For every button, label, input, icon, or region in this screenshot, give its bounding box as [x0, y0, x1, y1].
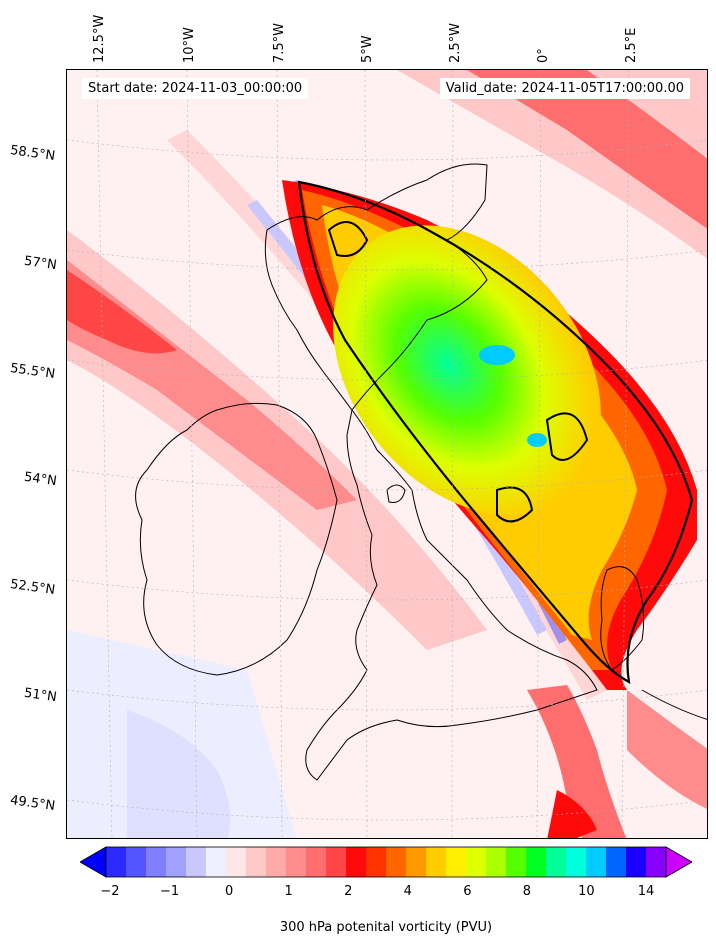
colorbar-tick-label: 4 [403, 884, 412, 899]
pv-colorbar [80, 846, 692, 878]
colorbar-segment [626, 847, 647, 877]
start-date-label: Start date: 2024-11-03_00:00:00 [82, 78, 309, 99]
colorbar-extend-max [665, 846, 692, 878]
pv-band-ne-core [467, 70, 707, 229]
pv-map-panel [66, 69, 708, 839]
lon-label-2-5w: 2.5°W [448, 22, 463, 63]
colorbar-segment [106, 847, 127, 877]
colorbar-segment [286, 847, 307, 877]
continent-coast [641, 689, 707, 720]
colorbar-segment [466, 847, 487, 877]
pv-band-west-core [67, 270, 177, 354]
colorbar-tick-label: 2 [344, 884, 353, 899]
pv-contour-island-3 [496, 486, 534, 523]
lat-label-52-5n: 52.5°N [9, 576, 56, 599]
pv-max-cell-2 [527, 433, 547, 447]
colorbar-segment [346, 847, 367, 877]
colorbar-segment [266, 847, 287, 877]
coastlines [135, 163, 707, 781]
colorbar-tick-label: 0 [224, 884, 234, 899]
pv-contour-island-1 [327, 221, 369, 257]
pv-contour-island-2 [545, 412, 589, 461]
colorbar-segment [526, 847, 547, 877]
colorbar-frame [105, 846, 667, 878]
colorbar-tick-label: −1 [159, 884, 180, 899]
colorbar-segment [606, 847, 627, 877]
colorbar-segment [166, 847, 187, 877]
colorbar-segment [546, 847, 567, 877]
lat-label-58-5n: 58.5°N [9, 142, 56, 165]
england-wales-coast [305, 408, 598, 781]
colorbar-tick-label: 1 [284, 884, 293, 899]
pv-plume-se [627, 690, 707, 810]
low-pv-southwest [67, 630, 297, 838]
pv-plume-south [527, 685, 627, 838]
valid-date-label: Valid_date: 2024-11-05T17:00:00.00 [439, 78, 690, 99]
graticule [67, 70, 707, 838]
lat-label-57n: 57°N [23, 253, 58, 274]
colorbar-tick-label: 8 [522, 884, 532, 899]
lon-label-10w: 10°W [182, 27, 197, 63]
pv-2pvu-contour [297, 180, 694, 685]
colorbar-tick-label: 6 [463, 884, 472, 899]
colorbar-segment [446, 847, 467, 877]
colorbar-segment [426, 847, 447, 877]
colorbar-title: 300 hPa potenital vorticity (PVU) [279, 920, 493, 935]
lon-label-2-5e: 2.5°E [624, 27, 639, 63]
low-pv-streak-1 [247, 200, 547, 635]
colorbar-segment [486, 847, 507, 877]
colorbar-segment [566, 847, 587, 877]
colorbar-segment [246, 847, 267, 877]
lon-label-12-5w: 12.5°W [92, 14, 107, 63]
pv-streak-central [167, 130, 607, 700]
colorbar-tick-label: 14 [637, 884, 655, 899]
colorbar-tick-label: −2 [100, 884, 120, 899]
colorbar-segment [306, 847, 327, 877]
colorbar-segment [506, 847, 527, 877]
lat-label-51n: 51°N [23, 685, 58, 706]
lat-label-54n: 54°N [23, 469, 58, 490]
lat-label-49-5n: 49.5°N [9, 792, 56, 815]
colorbar-segment [386, 847, 407, 877]
lon-label-7-5w: 7.5°W [272, 22, 287, 63]
colorbar-segment [146, 847, 167, 877]
pv-max-cell [479, 345, 515, 365]
scotland-coast [264, 163, 488, 411]
colorbar-tick-label: 10 [578, 884, 595, 899]
colorbar-segment [326, 847, 347, 877]
colorbar-segment [126, 847, 147, 877]
pv-plume-south-core [547, 790, 597, 838]
colorbar-extend-min [80, 846, 107, 878]
colorbar-segment [226, 847, 247, 877]
east-anglia-coast [600, 566, 645, 671]
colorbar-segment [586, 847, 607, 877]
ireland-coast [135, 402, 338, 676]
low-pv-patch-sw [127, 710, 231, 838]
colorbar-segment [366, 847, 387, 877]
lon-label-5w: 5°W [360, 35, 375, 63]
colorbar-segment [646, 847, 667, 877]
isle-of-man-coast [386, 484, 406, 503]
colorbar-segment [406, 847, 427, 877]
lon-label-0: 0° [536, 48, 551, 63]
colorbar-segment [206, 847, 227, 877]
lat-label-55-5n: 55.5°N [9, 360, 56, 383]
colorbar-segment [186, 847, 207, 877]
pv-map-canvas [67, 70, 707, 838]
